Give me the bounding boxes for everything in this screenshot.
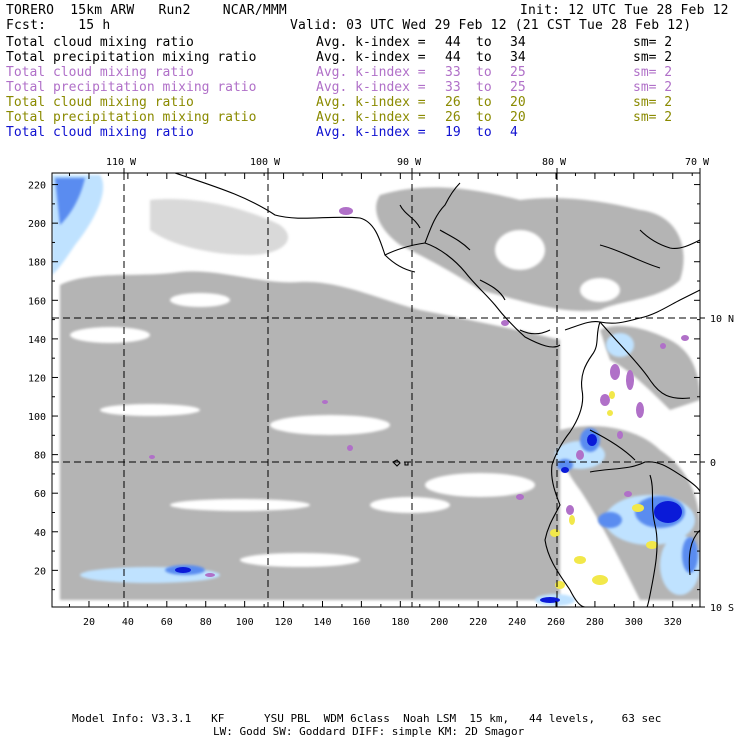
legend-k1: 44 [445,35,461,50]
legend-field: Total cloud mixing ratio [6,65,194,80]
cloud-field-purple [149,207,689,577]
y-tick-label: 180 [28,258,46,269]
x-tick-label: 100 [236,617,254,628]
legend-k1: 26 [445,95,461,110]
x-tick-label: 140 [313,617,331,628]
axis-ticks [52,168,705,608]
legend-kidx: Avg. k-index = [316,35,426,50]
plot-frame [51,172,701,608]
y-tick-label: 40 [34,528,46,539]
x-tick-label: 240 [508,617,526,628]
legend-to: to [476,110,492,125]
longitude-label: 100 W [250,157,281,168]
legend-sm: sm= 2 [633,110,673,125]
legend-sm: sm= 2 [633,80,673,95]
legend-to: to [476,35,492,50]
y-tick-label: 140 [28,335,46,346]
legend-kidx: Avg. k-index = [316,65,426,80]
legend-field: Total cloud mixing ratio [6,125,194,140]
legend-k1: 44 [445,50,461,65]
legend-field: Total precipitation mixing ratio [6,80,257,95]
y-tick-label: 120 [28,373,46,384]
legend-to: to [476,95,492,110]
x-tick-label: 120 [275,617,293,628]
longitude-label: 80 W [542,157,567,168]
clear-patches [70,230,620,567]
legend-field: Total cloud mixing ratio [6,35,194,50]
x-tick-label: 280 [586,617,604,628]
map-plot-area [52,173,700,607]
axis-tick-labels: 20 40 60 80 100 120 140 160 180 200 220 240 260 280 30… [28,157,734,628]
y-tick-label: 200 [28,219,46,230]
x-tick-label: 300 [625,617,643,628]
longitude-label: 90 W [397,157,422,168]
legend-field: Total precipitation mixing ratio [6,110,257,125]
model-info-line1: Model Info: V3.3.1 KF YSU PBL WDM 6class… [72,712,662,725]
legend-k2: 20 [510,110,526,125]
legend-k2: 20 [510,95,526,110]
legend-k2: 34 [510,50,526,65]
legend-to: to [476,50,492,65]
x-tick-label: 180 [391,617,409,628]
legend-sm: sm= 2 [633,50,673,65]
legend-kidx: Avg. k-index = [316,80,426,95]
legend-to: to [476,65,492,80]
legend-kidx: Avg. k-index = [316,125,426,140]
x-tick-label: 80 [200,617,212,628]
legend-field: Total precipitation mixing ratio [6,50,257,65]
graticule [52,173,700,607]
x-tick-label: 20 [83,617,95,628]
init-time: Init: 12 UTC Tue 28 Feb 12 [520,3,729,18]
legend-sm: sm= 2 [633,35,673,50]
legend-k2: 34 [510,35,526,50]
model-info-line2: LW: Godd SW: Goddard DIFF: simple KM: 2D… [213,725,525,738]
y-tick-label: 100 [28,412,46,423]
cloud-field-dark-blue [175,434,682,603]
legend-field: Total cloud mixing ratio [6,95,194,110]
valid-time: Valid: 03 UTC Wed 29 Feb 12 (21 CST Tue … [290,18,692,33]
legend-kidx: Avg. k-index = [316,110,426,125]
y-tick-label: 160 [28,296,46,307]
legend-k1: 33 [445,65,461,80]
x-tick-label: 40 [122,617,134,628]
x-tick-label: 220 [469,617,487,628]
model-title: TORERO 15km ARW Run2 NCAR/MMM [6,3,287,18]
x-tick-label: 260 [547,617,565,628]
x-tick-label: 320 [664,617,682,628]
cloud-field-blue [55,178,698,575]
legend-k2: 25 [510,80,526,95]
coastlines [174,173,700,607]
legend-kidx: Avg. k-index = [316,95,426,110]
legend-k2: 4 [510,125,518,140]
y-tick-label: 20 [34,566,46,577]
latitude-label: 0 [710,458,716,469]
longitude-label: 110 W [106,157,137,168]
legend-k2: 25 [510,65,526,80]
y-tick-label: 60 [34,489,46,500]
x-tick-label: 160 [352,617,370,628]
longitude-label: 70 W [685,157,710,168]
legend-sm: sm= 2 [633,95,673,110]
x-tick-label: 60 [161,617,173,628]
legend-to: to [476,80,492,95]
forecast-hour: Fcst: 15 h [6,18,111,33]
legend-k1: 19 [445,125,461,140]
y-tick-label: 220 [28,181,46,192]
legend-k1: 26 [445,110,461,125]
legend-to: to [476,125,492,140]
latitude-label: 10 S [710,603,734,614]
x-tick-label: 200 [430,617,448,628]
legend-sm: sm= 2 [633,65,673,80]
y-tick-label: 80 [34,451,46,462]
legend-kidx: Avg. k-index = [316,50,426,65]
legend-k1: 33 [445,80,461,95]
cloud-field-gray [60,187,700,600]
latitude-label: 10 N [710,314,734,325]
